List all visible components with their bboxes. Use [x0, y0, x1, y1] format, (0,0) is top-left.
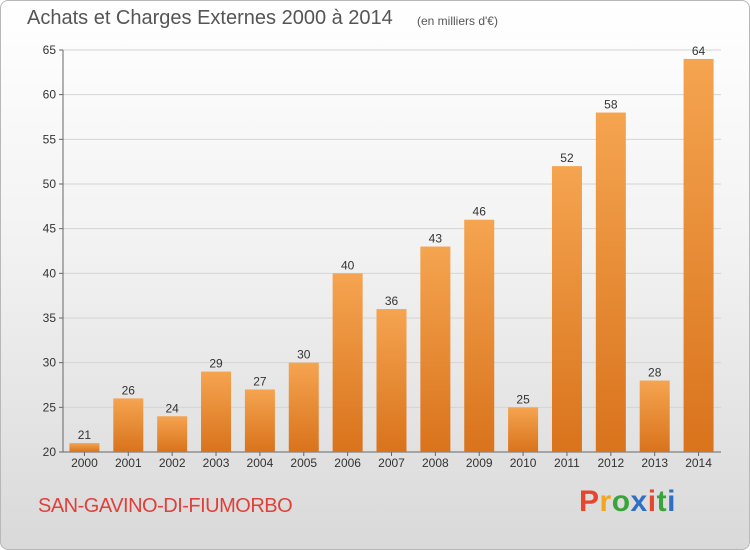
y-tick-label: 25 [43, 400, 57, 414]
bar [157, 416, 188, 452]
y-tick-label: 50 [43, 177, 57, 191]
x-tick-label: 2006 [334, 456, 361, 470]
bar [201, 371, 232, 452]
bar [464, 219, 495, 452]
x-tick-label: 2011 [554, 456, 580, 470]
proxiti-logo: Proxiti [579, 485, 676, 519]
bar [551, 166, 582, 452]
bar [288, 362, 319, 452]
data-label: 43 [429, 232, 443, 246]
chart-subtitle: (en milliers d'€) [417, 14, 498, 28]
x-tick-label: 2005 [290, 456, 317, 470]
y-tick-label: 35 [43, 311, 57, 325]
bar [332, 273, 363, 452]
bar [683, 58, 714, 452]
y-tick-label: 20 [43, 445, 57, 459]
commune-name: SAN-GAVINO-DI-FIUMORBO [38, 495, 293, 517]
x-tick-label: 2012 [597, 456, 624, 470]
data-label: 25 [516, 392, 530, 406]
y-tick-label: 45 [43, 222, 57, 236]
x-tick-label: 2008 [422, 456, 449, 470]
logo-letter: r [599, 485, 612, 518]
data-label: 28 [648, 366, 662, 380]
x-tick-label: 2009 [466, 456, 493, 470]
data-label: 64 [692, 44, 706, 58]
data-label: 30 [297, 348, 311, 362]
logo-letter: t [656, 485, 668, 518]
x-tick-label: 2014 [685, 456, 712, 470]
y-tick-label: 55 [43, 132, 57, 146]
data-label: 24 [165, 401, 179, 415]
x-tick-label: 2000 [71, 456, 98, 470]
data-label: 46 [473, 205, 487, 219]
x-tick-label: 2010 [510, 456, 537, 470]
bar [595, 112, 626, 453]
data-label: 27 [253, 374, 267, 388]
bar [639, 380, 670, 452]
x-tick-label: 2013 [641, 456, 668, 470]
bar [508, 407, 539, 452]
bar [113, 398, 144, 452]
y-tick-label: 60 [43, 88, 57, 102]
bar [69, 443, 100, 452]
bar [376, 309, 407, 452]
x-tick-label: 2004 [247, 456, 274, 470]
data-label: 36 [385, 294, 399, 308]
x-tick-label: 2001 [115, 456, 142, 470]
data-label: 21 [78, 428, 92, 442]
logo-letter: o [611, 485, 631, 518]
chart-title: Achats et Charges Externes 2000 à 2014 [27, 7, 393, 29]
data-label: 29 [209, 357, 223, 371]
y-tick-label: 40 [43, 266, 57, 280]
logo-letter: x [630, 485, 648, 518]
y-tick-label: 30 [43, 356, 57, 370]
y-tick-label: 65 [43, 43, 57, 57]
x-tick-label: 2007 [378, 456, 405, 470]
x-tick-label: 2003 [203, 456, 230, 470]
data-label: 26 [122, 383, 136, 397]
x-tick-label: 2002 [159, 456, 186, 470]
logo-letter: i [647, 485, 657, 518]
logo-letter: i [667, 485, 676, 518]
bar [244, 389, 275, 452]
bar [420, 246, 451, 452]
data-label: 40 [341, 258, 355, 272]
logo-letter: P [579, 485, 600, 518]
data-label: 58 [604, 98, 618, 112]
data-label: 52 [560, 151, 574, 165]
